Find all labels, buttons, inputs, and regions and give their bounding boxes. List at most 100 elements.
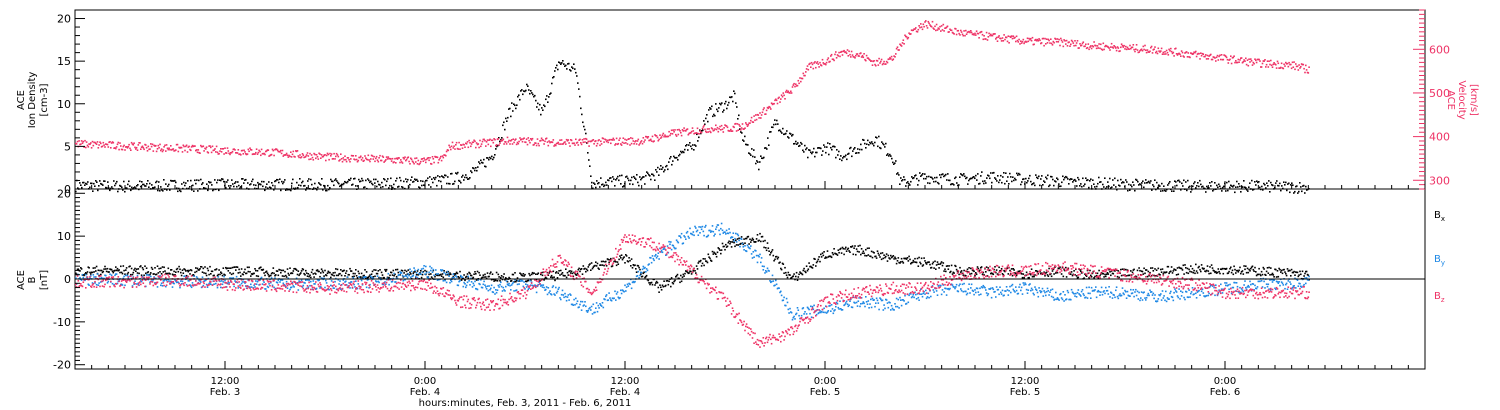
velocity-point: [339, 159, 341, 161]
velocity-point: [87, 146, 90, 148]
density-point: [438, 180, 440, 182]
velocity-point: [1155, 51, 1157, 54]
density-point: [1029, 174, 1031, 177]
density-point: [1166, 188, 1168, 191]
velocity-point: [825, 63, 827, 66]
velocity-point: [1081, 42, 1084, 45]
density-point: [268, 181, 270, 183]
density-point: [233, 185, 235, 188]
velocity-point: [438, 159, 440, 161]
bx-point: [663, 280, 665, 282]
density-point: [216, 181, 218, 184]
bx-point: [244, 268, 246, 271]
bx-point: [987, 267, 990, 269]
velocity-point: [714, 128, 716, 130]
velocity-point: [384, 160, 386, 162]
velocity-point: [1015, 35, 1018, 38]
density-point: [297, 186, 299, 189]
density-point: [110, 187, 112, 190]
bx-point: [835, 253, 838, 255]
velocity-point: [193, 145, 195, 147]
density-point: [1168, 182, 1170, 185]
by-point: [101, 280, 104, 283]
velocity-point: [675, 135, 678, 137]
bx-point: [1180, 267, 1183, 270]
by-point: [202, 284, 205, 287]
bx-point: [780, 268, 783, 271]
density-point: [256, 187, 258, 190]
by-point: [443, 271, 445, 274]
velocity-point: [218, 152, 220, 155]
by-point: [286, 287, 289, 289]
density-point: [296, 181, 298, 184]
velocity-point: [348, 159, 350, 161]
bx-point: [184, 268, 186, 271]
bx-point: [524, 273, 526, 276]
bx-point: [540, 273, 542, 276]
density-point: [920, 175, 922, 177]
bx-point: [168, 272, 170, 275]
by-point: [105, 274, 107, 277]
density-point: [1032, 183, 1034, 185]
by-point: [196, 277, 199, 279]
by-point: [424, 273, 426, 275]
bx-point: [520, 273, 522, 275]
by-point: [590, 309, 592, 311]
density-point: [412, 181, 414, 183]
velocity-point: [867, 57, 870, 59]
velocity-point: [363, 159, 365, 162]
velocity-point: [302, 154, 305, 156]
velocity-point: [1298, 64, 1300, 66]
velocity-point: [1050, 38, 1052, 40]
density-point: [1269, 191, 1271, 193]
velocity-point: [98, 144, 100, 146]
bx-point: [260, 266, 262, 269]
by-point: [85, 276, 88, 278]
by-point: [599, 303, 601, 305]
density-point: [283, 181, 285, 183]
density-point: [1170, 188, 1172, 191]
density-point: [907, 181, 909, 183]
by-point: [120, 283, 123, 286]
by-point: [708, 229, 710, 232]
bx-point: [240, 268, 243, 270]
velocity-point: [834, 53, 836, 56]
by-point: [319, 287, 321, 289]
density-point: [1230, 184, 1232, 187]
density-point: [1290, 184, 1292, 186]
density-point: [1298, 190, 1300, 193]
velocity-point: [335, 152, 338, 155]
bx-point: [1229, 267, 1231, 270]
bx-point: [793, 273, 795, 275]
velocity-point: [228, 152, 230, 155]
bx-point: [120, 265, 122, 268]
velocity-point: [388, 157, 390, 160]
bx-point: [675, 275, 678, 277]
density-point: [638, 184, 640, 187]
velocity-point: [790, 92, 793, 94]
bx-point: [322, 271, 325, 274]
bx-point: [325, 274, 328, 277]
velocity-point: [567, 139, 570, 141]
density-point: [210, 181, 212, 184]
velocity-point: [1110, 42, 1113, 45]
velocity-point: [815, 66, 817, 69]
density-point: [1282, 187, 1284, 190]
density-point: [1227, 189, 1229, 192]
velocity-point: [320, 154, 323, 156]
bx-point: [783, 272, 785, 274]
bx-point: [186, 269, 189, 272]
velocity-point: [1304, 71, 1306, 74]
by-point: [675, 247, 677, 250]
velocity-point: [500, 140, 503, 142]
density-point: [1176, 184, 1178, 187]
velocity-point: [581, 139, 584, 141]
density-point: [1020, 183, 1022, 186]
density-point: [1169, 181, 1171, 183]
velocity-point: [487, 143, 490, 146]
velocity-point: [731, 130, 734, 132]
velocity-point: [452, 147, 455, 149]
velocity-point: [931, 20, 934, 23]
velocity-point: [642, 137, 645, 139]
velocity-point: [910, 33, 912, 35]
